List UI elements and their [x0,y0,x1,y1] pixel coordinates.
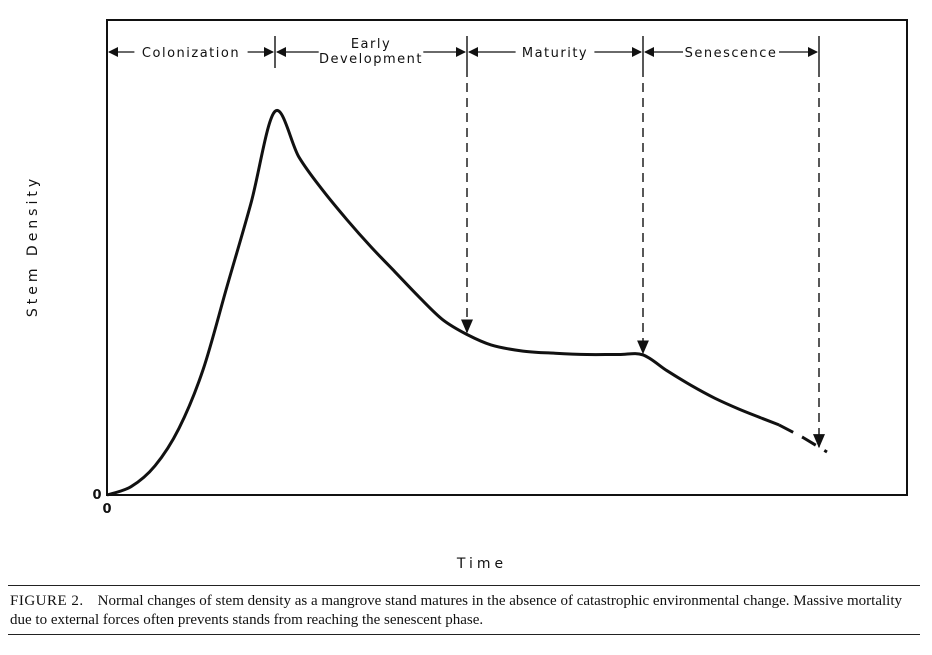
y-tick-label-0: 0 [92,488,101,503]
series-1-solid-line [106,109,780,497]
x-axis-label: Time [456,556,507,572]
phase-1-label-line-1: Colonization [142,46,240,61]
plot-frame [106,19,908,496]
x-tick-label-0: 0 [102,502,111,517]
phase-boundary-arrows [461,68,825,449]
caption-top-rule [8,585,920,586]
phase-3-label-line-1: Maturity [522,46,588,61]
y-axis-label: Stem Density [25,175,41,317]
phase-4-label-line-1: Senescence [685,46,778,61]
figure-caption: FIGURE 2. Normal changes of stem density … [10,592,925,630]
caption-bottom-rule [8,634,920,635]
phase-2-label-line-2: Development [319,52,423,67]
phase-2-label-line-1: Early [351,37,391,52]
series-2-dashed-line [778,423,828,454]
figure-label: FIGURE 2. [10,593,84,609]
phase-1: Colonization [108,46,274,61]
caption-text: Normal changes of stem density as a mang… [10,593,903,628]
phase-4: Senescence [644,46,818,61]
data-series [106,109,828,497]
phase-3: Maturity [468,46,642,61]
